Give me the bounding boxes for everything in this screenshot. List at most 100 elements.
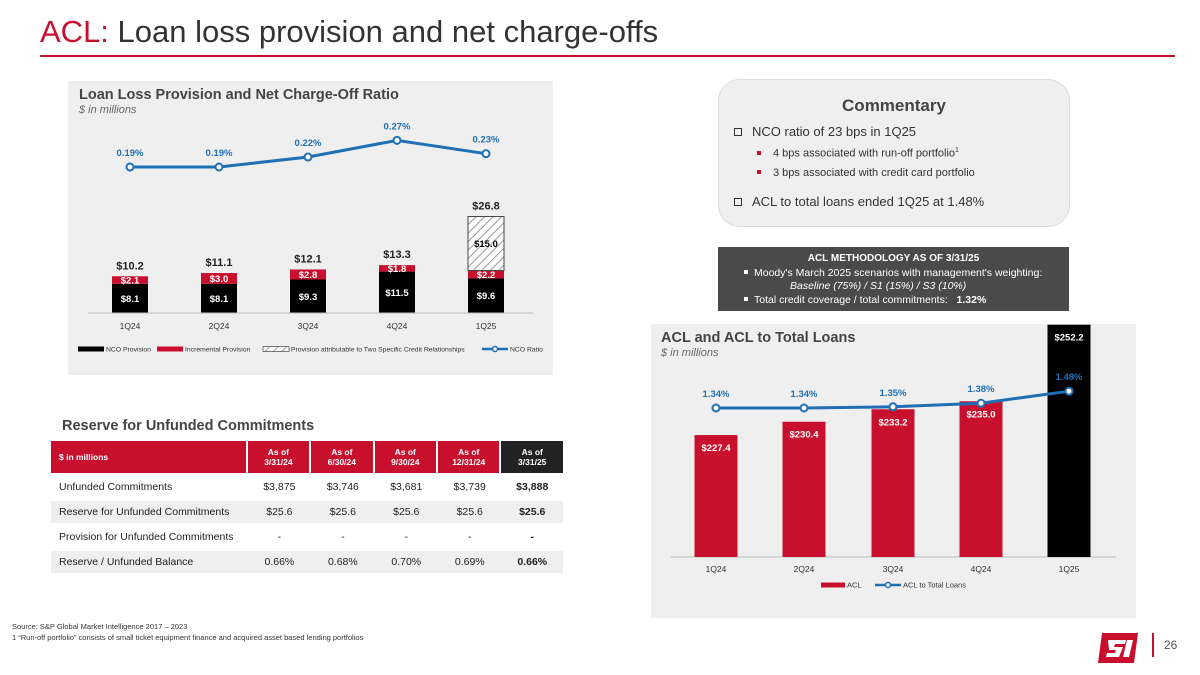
table-cell: $25.6 (437, 501, 502, 523)
commentary-bullet-1: NCO ratio of 23 bps in 1Q25 (734, 124, 916, 139)
page-title: ACL: Loan loss provision and net charge-… (40, 14, 658, 50)
acl-ratio-point (799, 403, 809, 413)
header-cell: $ in millions (51, 441, 248, 473)
bar-nco (201, 283, 237, 313)
row-label-cell: Provision for Unfunded Commitments (59, 531, 234, 543)
table-cell: $25.6 (247, 501, 312, 523)
methodology-line-2: Baseline (75%) / S1 (15%) / S3 (10%) (790, 280, 967, 292)
acl-ratio-label: 1.34% (703, 389, 730, 400)
acl-ratio-label: 1.38% (968, 384, 995, 395)
x-tick-label: 1Q24 (706, 564, 727, 574)
header-cell: As of 3/31/24 (247, 441, 312, 473)
nco-ratio-label: 0.19% (206, 148, 233, 159)
bar-acl (871, 409, 915, 557)
legend-swatch (262, 346, 290, 352)
acl-chart: $227.4 1Q24 $230.4 2Q24 $233.2 3Q24 $235.0 4Q24… (671, 324, 1116, 590)
table-cell: 0.66% (501, 551, 563, 573)
row-label-cell: Reserve / Unfunded Balance (51, 551, 248, 573)
reserve-table: $ in millions As of 3/31/24 As of 6/30/24 … (51, 438, 563, 576)
bar-value-label: $2.1 (121, 276, 140, 287)
bar-incremental (379, 265, 415, 272)
commentary-sub-bullet-2-text: 3 bps associated with credit card portfo… (773, 167, 975, 179)
acl-ratio-label: 1.34% (791, 389, 818, 400)
acl-panel: ACL and ACL to Total Loans $ in millions… (651, 324, 1136, 618)
acl-ratio-label: 1.35% (880, 388, 907, 399)
table-cell: $3,875 (263, 481, 296, 493)
loan-loss-subtitle: $ in millions (79, 104, 137, 116)
bar-nco (379, 271, 415, 313)
methodology-line-3-text: Total credit coverage / total commitment… (754, 294, 948, 306)
source-note: Source: S&P Global Market Intelligence 2… (12, 622, 188, 631)
company-logo (1098, 633, 1138, 663)
methodology-coverage-value: 1.32% (956, 294, 987, 306)
table-row: Reserve / Unfunded Balance 0.66% 0.68% 0.70… (51, 551, 563, 573)
acl-ratio-point (976, 398, 986, 408)
bar-acl (782, 421, 826, 557)
square-bullet-icon (744, 270, 748, 275)
methodology-line-1-text: Moody's March 2025 scenarios with manage… (754, 267, 1043, 279)
bar-nco (468, 278, 504, 313)
commentary-bullet-2-text: ACL to total loans ended 1Q25 at 1.48% (752, 194, 985, 209)
header-cell: As of 12/31/24 (437, 441, 502, 473)
bar-value-label: $227.4 (701, 443, 731, 454)
square-bullet-icon (744, 297, 748, 302)
bar-total-label: $26.8 (472, 201, 500, 213)
x-tick-label: 3Q24 (883, 564, 904, 574)
table-row: Unfunded Commitments $3,875 $3,746 $3,681 $3… (51, 476, 563, 498)
nco-ratio-point (125, 162, 135, 172)
legend-label: ACL to Total Loans (903, 581, 966, 590)
nco-ratio-point (481, 149, 491, 159)
nco-ratio-label: 0.22% (295, 138, 322, 149)
bar-specific (467, 216, 505, 272)
table-cell: 0.68% (311, 551, 375, 573)
acl-ratio-point (1064, 386, 1074, 396)
table-cell: 0.69% (437, 551, 502, 573)
page-title-prefix: ACL: (40, 14, 109, 49)
acl-ratio-point (888, 402, 898, 412)
table-cell: - (530, 531, 534, 543)
acl-methodology-box: ACL METHODOLOGY AS OF 3/31/25 Moody's Ma… (718, 247, 1069, 311)
table-cell: - (404, 531, 409, 543)
reserve-header-row: $ in millions As of 3/31/24 As of 6/30/24 … (51, 441, 563, 473)
table-row: Reserve for Unfunded Commitments $25.6 $25… (51, 501, 563, 523)
x-tick-label: 2Q24 (794, 564, 815, 574)
methodology-title: ACL METHODOLOGY AS OF 3/31/25 (807, 253, 980, 264)
table-cell: $3,888 (516, 481, 549, 493)
commentary-bullet-2: ACL to total loans ended 1Q25 at 1.48% (734, 194, 984, 209)
footnote-marker: 1 (955, 147, 959, 154)
table-cell: - (341, 531, 345, 543)
reserve-title: Reserve for Unfunded Commitments (62, 418, 315, 434)
table-cell: $3,746 (326, 481, 359, 493)
bar-total-label: $13.3 (383, 249, 411, 261)
commentary-bullet-1-text: NCO ratio of 23 bps in 1Q25 (752, 124, 917, 139)
table-cell: 0.70% (374, 551, 438, 573)
header-cell: As of 9/30/24 (374, 441, 438, 473)
bar-total-label: $12.1 (294, 253, 322, 265)
table-cell: $25.6 (374, 501, 438, 523)
legend-label: Provision attributable to Two Specific C… (291, 347, 465, 354)
bar-nco (112, 283, 148, 313)
table-cell: $3,681 (390, 481, 423, 493)
table-cell: - (467, 531, 472, 543)
table-cell: - (277, 531, 282, 543)
nco-ratio-label: 0.27% (384, 121, 411, 132)
methodology-line-1: Moody's March 2025 scenarios with manage… (744, 267, 1042, 279)
nco-ratio-point (214, 162, 224, 172)
acl-subtitle: $ in millions (661, 347, 719, 359)
legend-label: NCO Ratio (510, 347, 543, 354)
table-row: Provision for Unfunded Commitments - - - - - (51, 526, 563, 548)
nco-ratio-point (303, 152, 313, 162)
acl-ratio-label: 1.48% (1056, 372, 1083, 383)
x-tick-label: 2Q24 (209, 321, 230, 331)
bar-nco (290, 279, 326, 313)
page-title-text: Loan loss provision and net charge-offs (117, 14, 659, 49)
loan-loss-panel: Loan Loss Provision and Net Charge-Off R… (68, 81, 553, 375)
bar-value-label: $233.2 (878, 417, 907, 428)
legend-swatch (157, 346, 183, 352)
nco-ratio-label: 0.23% (473, 135, 500, 146)
bar-value-label: $230.4 (789, 430, 819, 441)
commentary-box: Commentary NCO ratio of 23 bps in 1Q25 4… (718, 79, 1070, 227)
nco-ratio-point (392, 135, 402, 145)
x-tick-label: 3Q24 (298, 321, 319, 331)
header-cell: As of 6/30/24 (311, 441, 375, 473)
